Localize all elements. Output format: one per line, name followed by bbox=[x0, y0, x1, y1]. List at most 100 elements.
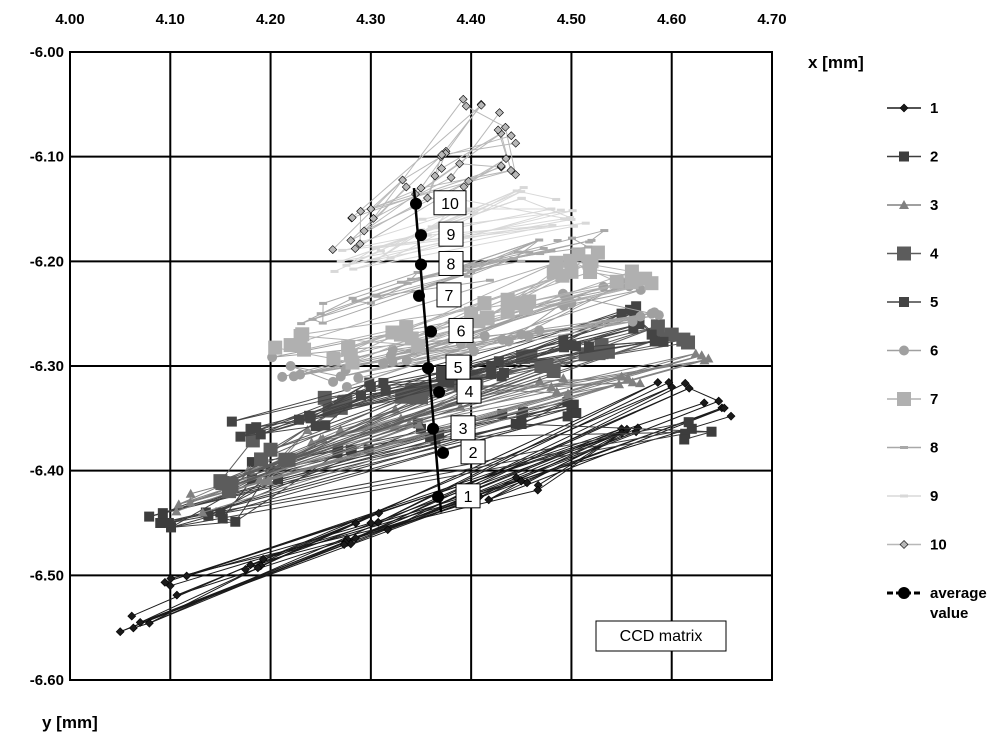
x-tick-label: 4.70 bbox=[757, 11, 786, 28]
series-line bbox=[375, 218, 565, 249]
series-line bbox=[377, 279, 490, 297]
series-line bbox=[465, 105, 506, 128]
data-point bbox=[319, 301, 328, 305]
data-point bbox=[590, 245, 605, 260]
data-point bbox=[247, 474, 258, 485]
data-point bbox=[418, 217, 427, 221]
series-line bbox=[250, 538, 348, 566]
series-line bbox=[370, 169, 512, 210]
data-point bbox=[401, 355, 412, 366]
data-point bbox=[516, 413, 527, 424]
series-8 bbox=[297, 229, 609, 326]
data-point bbox=[556, 208, 565, 212]
legend-label: 9 bbox=[930, 488, 938, 505]
y-tick-label: -6.60 bbox=[30, 672, 64, 689]
data-point bbox=[631, 301, 642, 312]
data-point bbox=[115, 627, 125, 637]
series-line bbox=[467, 257, 514, 277]
data-point bbox=[566, 216, 575, 220]
y-tick-label: -6.10 bbox=[30, 149, 64, 166]
data-point bbox=[245, 423, 256, 434]
average-label: 1 bbox=[464, 489, 473, 506]
y-tick-label: -6.30 bbox=[30, 358, 64, 375]
data-point bbox=[338, 248, 347, 252]
data-point bbox=[144, 618, 154, 628]
data-point bbox=[444, 377, 455, 388]
average-label: 10 bbox=[441, 196, 459, 213]
data-point bbox=[380, 385, 391, 396]
data-point bbox=[157, 508, 168, 519]
data-point bbox=[614, 379, 625, 389]
series-line bbox=[540, 246, 589, 255]
x-tick-label: 4.00 bbox=[55, 11, 84, 28]
data-point bbox=[562, 397, 573, 408]
data-point bbox=[497, 334, 508, 345]
data-point bbox=[318, 321, 327, 325]
series-line bbox=[320, 396, 472, 440]
data-point bbox=[330, 269, 339, 273]
data-point bbox=[258, 554, 268, 564]
data-point bbox=[476, 100, 486, 110]
average-label: 6 bbox=[457, 323, 466, 340]
data-point bbox=[584, 245, 593, 249]
legend-label: 6 bbox=[930, 343, 938, 360]
legend-label: value bbox=[930, 605, 968, 622]
data-point bbox=[517, 259, 526, 263]
series-line bbox=[361, 212, 453, 243]
data-point bbox=[427, 225, 436, 229]
data-point bbox=[500, 122, 510, 132]
series-line bbox=[467, 387, 569, 395]
series-line bbox=[322, 271, 472, 324]
data-point bbox=[226, 416, 237, 427]
data-point bbox=[664, 377, 674, 387]
data-point bbox=[366, 518, 376, 528]
data-point bbox=[600, 229, 609, 233]
data-point bbox=[403, 281, 412, 285]
legend-marker bbox=[900, 446, 908, 449]
legend-marker bbox=[899, 200, 909, 209]
data-point bbox=[437, 376, 448, 387]
series-line bbox=[352, 166, 502, 219]
average-label-box bbox=[433, 190, 467, 216]
data-point bbox=[251, 422, 262, 433]
series-line bbox=[222, 382, 477, 484]
data-point bbox=[166, 574, 176, 583]
data-point bbox=[267, 352, 278, 363]
data-point bbox=[378, 377, 389, 388]
data-point bbox=[563, 253, 578, 268]
series-line bbox=[363, 163, 460, 232]
data-point bbox=[241, 565, 250, 574]
average-point bbox=[427, 422, 440, 435]
legend-label: 10 bbox=[930, 537, 947, 554]
data-point bbox=[548, 223, 557, 227]
x-tick-label: 4.30 bbox=[356, 11, 385, 28]
series-line bbox=[245, 432, 622, 570]
data-point bbox=[222, 476, 237, 491]
series-line bbox=[345, 387, 690, 543]
legend: 1 2 3 4 5 6 7 8 9 10 average value bbox=[887, 100, 987, 622]
legend-label: 3 bbox=[930, 197, 938, 214]
average-label-box bbox=[455, 483, 481, 509]
data-point bbox=[304, 410, 315, 421]
ccd-matrix-annotation: CCD matrix bbox=[595, 620, 727, 652]
data-point bbox=[493, 356, 504, 367]
legend-marker bbox=[897, 392, 911, 406]
legend-marker bbox=[900, 494, 908, 498]
data-point bbox=[351, 518, 361, 528]
data-point bbox=[173, 499, 184, 509]
series-line bbox=[186, 428, 622, 577]
x-tick-label: 4.10 bbox=[156, 11, 185, 28]
data-point bbox=[373, 517, 383, 527]
series-line bbox=[515, 423, 712, 433]
data-point bbox=[624, 264, 639, 279]
data-point bbox=[686, 423, 697, 434]
series-line bbox=[353, 225, 575, 270]
annotation-text: CCD matrix bbox=[620, 628, 703, 645]
data-point bbox=[519, 186, 528, 190]
series-line bbox=[202, 383, 620, 513]
data-point bbox=[277, 371, 288, 382]
average-point bbox=[432, 490, 445, 503]
data-point bbox=[387, 356, 398, 367]
data-point bbox=[500, 304, 515, 319]
